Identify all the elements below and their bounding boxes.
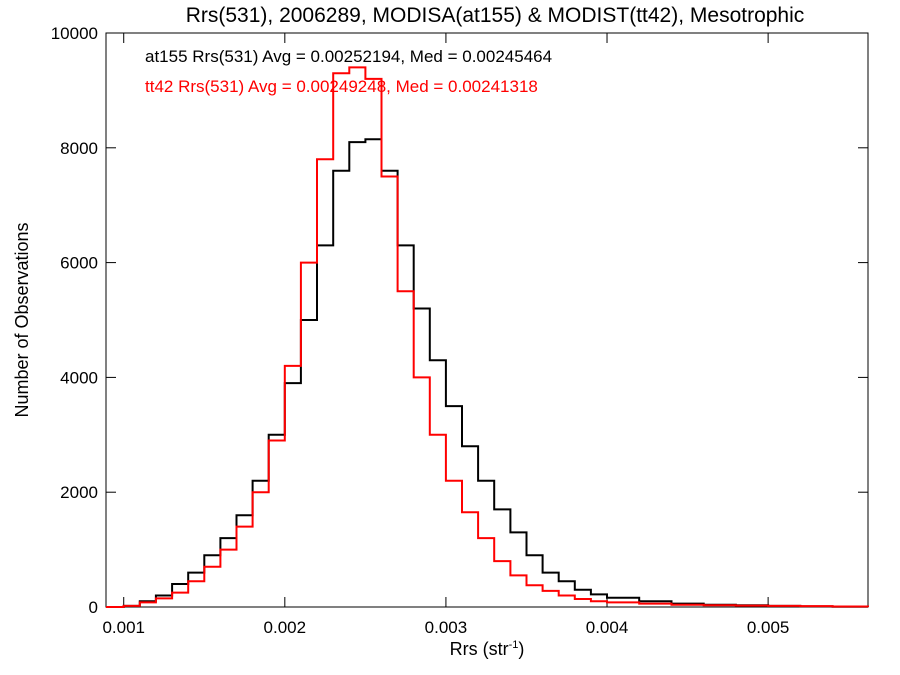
x-axis-label-superscript: -1 — [509, 639, 519, 651]
chart-title: Rrs(531), 2006289, MODISA(at155) & MODIS… — [186, 4, 805, 27]
series-line-at155 — [106, 138, 869, 608]
y-tick-label: 6000 — [60, 254, 98, 273]
plot-frame — [105, 32, 869, 608]
x-tick-label: 0.001 — [102, 618, 145, 637]
y-tick-label: 2000 — [60, 483, 98, 502]
annotation-tt42: tt42 Rrs(531) Avg = 0.00249248, Med = 0.… — [145, 77, 538, 96]
x-tick-label: 0.003 — [425, 618, 468, 637]
x-axis-label-close: ) — [518, 639, 524, 659]
x-tick-label: 0.002 — [264, 618, 307, 637]
x-tick-label: 0.005 — [747, 618, 790, 637]
x-axis-label-main: Rrs (str — [450, 639, 509, 659]
x-axis: 0.001 0.002 0.003 0.004 0.005 — [102, 33, 789, 637]
y-tick-label: 8000 — [60, 139, 98, 158]
y-tick-label: 0 — [89, 598, 98, 617]
y-axis-label: Number of Observations — [12, 222, 32, 417]
x-tick-label: 0.004 — [586, 618, 629, 637]
y-axis: 0 2000 4000 6000 8000 10000 — [51, 24, 868, 617]
y-tick-label: 10000 — [51, 24, 98, 43]
x-axis-label: Rrs (str-1) — [450, 639, 525, 659]
annotation-at155: at155 Rrs(531) Avg = 0.00252194, Med = 0… — [145, 47, 552, 66]
series-line-tt42 — [106, 66, 869, 608]
series-lines — [106, 66, 869, 608]
y-tick-label: 4000 — [60, 368, 98, 387]
